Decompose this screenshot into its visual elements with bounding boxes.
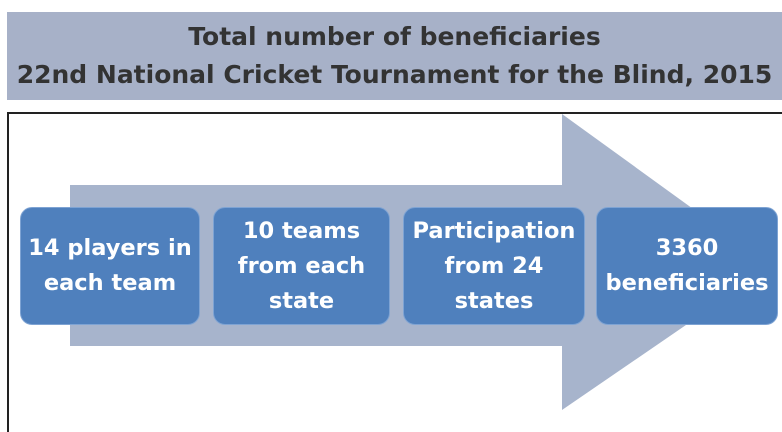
step-text: Participation bbox=[412, 217, 576, 244]
step-text: state bbox=[268, 287, 335, 314]
step-box: 14 players in each team bbox=[20, 207, 200, 325]
frame bbox=[7, 112, 782, 432]
step-text: from each bbox=[237, 252, 366, 279]
step-box: 10 teams from each state bbox=[213, 207, 390, 325]
step-text: 10 teams bbox=[242, 217, 361, 244]
step-text: from 24 bbox=[444, 252, 544, 279]
step-box: 3360 beneficiaries bbox=[596, 207, 778, 325]
subtitle: 22nd National Cricket Tournament for the… bbox=[16, 60, 773, 89]
title: Total number of beneficiaries bbox=[188, 22, 601, 51]
step-text: 3360 bbox=[655, 235, 719, 261]
step-box: Participation from 24 states bbox=[403, 207, 585, 325]
arrow-layer bbox=[70, 114, 772, 410]
step-text: beneficiaries bbox=[605, 270, 769, 296]
step-text: each team bbox=[43, 270, 177, 296]
header: Total number of beneficiaries 22nd Natio… bbox=[7, 12, 782, 100]
step-text: 14 players in bbox=[28, 235, 192, 261]
page: {"header": {"title": "Total number of be… bbox=[7, 12, 782, 432]
step-text: states bbox=[454, 287, 534, 314]
